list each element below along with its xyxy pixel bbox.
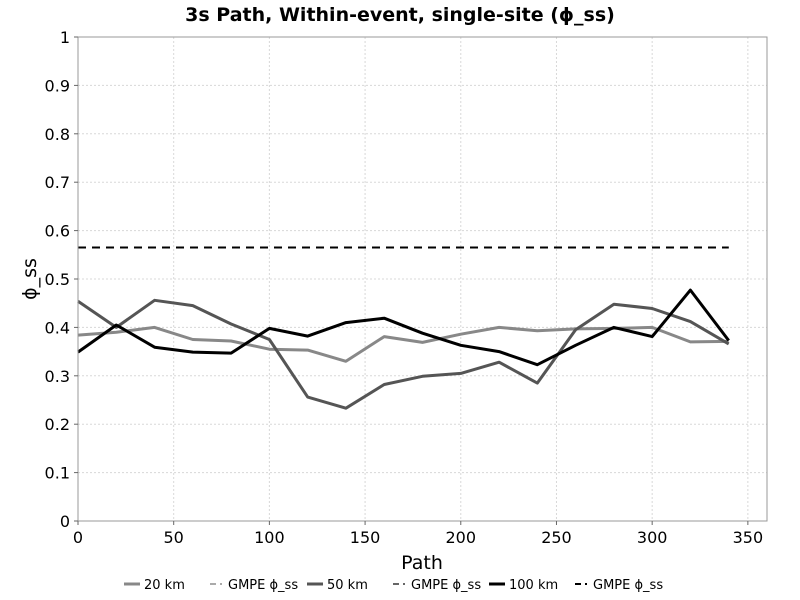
legend-label: 100 km (509, 578, 558, 593)
y-tick-label: 0.8 (45, 125, 70, 144)
legend-label: GMPE ϕ_ss (411, 578, 481, 593)
x-tick-label: 200 (446, 528, 477, 547)
y-tick-label: 0.3 (45, 367, 70, 386)
y-axis-label: ϕ_ss (19, 258, 41, 300)
x-tick-label: 300 (637, 528, 668, 547)
chart-title: 3s Path, Within-event, single-site (ϕ_ss… (185, 4, 615, 26)
x-tick-label: 100 (254, 528, 285, 547)
x-tick-label: 0 (73, 528, 83, 547)
y-tick-label: 0.7 (45, 173, 70, 192)
y-tick-label: 0.2 (45, 415, 70, 434)
x-tick-label: 250 (541, 528, 572, 547)
y-tick-label: 1 (60, 28, 70, 47)
series-line-100-km-4 (77, 288, 730, 367)
series-layer (77, 246, 730, 410)
x-tick-label: 50 (164, 528, 184, 547)
x-axis-label: Path (401, 552, 443, 574)
y-tick-label: 0 (60, 512, 70, 531)
legend-label: GMPE ϕ_ss (228, 578, 298, 593)
legend-label: GMPE ϕ_ss (593, 578, 663, 593)
legend-label: 20 km (144, 578, 185, 593)
y-tick-label: 0.6 (45, 222, 70, 241)
legend: 20 km GMPE ϕ_ss 50 km GMPE ϕ_ss 100 km GMPE ϕ… (124, 578, 663, 593)
y-tick-label: 0.5 (45, 270, 70, 289)
y-tick-label: 0.4 (45, 318, 70, 337)
series-line-50-km-2 (77, 298, 730, 410)
y-tick-label: 0.9 (45, 76, 70, 95)
y-tick-label: 0.1 (45, 464, 70, 483)
x-tick-label: 350 (733, 528, 764, 547)
x-tick-label: 150 (350, 528, 381, 547)
legend-label: 50 km (327, 578, 368, 593)
axes: 0 50 100 150 200 250 300 350 0 0.1 0.2 0.3 0.4 0.5 0.6… (45, 28, 768, 547)
